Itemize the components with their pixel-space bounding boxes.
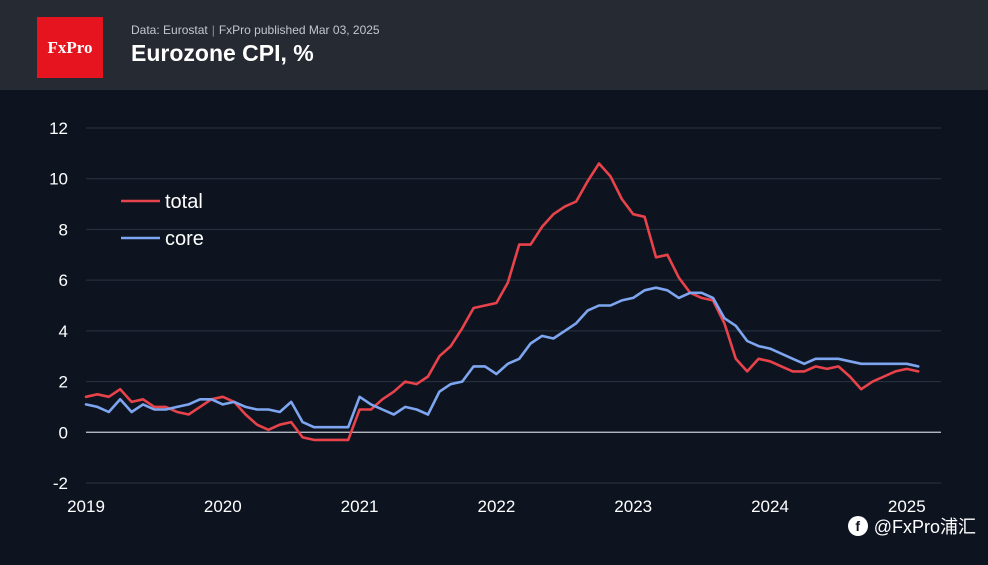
x-tick-label: 2019 [67,497,105,516]
x-tick-label: 2022 [477,497,515,516]
y-tick-label: 4 [59,322,68,341]
y-tick-label: -2 [53,474,68,493]
x-tick-label: 2023 [614,497,652,516]
watermark: f @FxPro浦汇 [847,513,976,539]
y-tick-label: 8 [59,220,68,239]
chart-title: Eurozone CPI, % [131,40,314,66]
fxpro-logo: FxPro [37,17,103,78]
series-line-total [84,162,920,442]
header-bar: FxPro Data: Eurostat | FxPro published Mar… [0,0,988,90]
cpi-line-chart: -2 0 2 4 6 8 10 12 2019 2020 2021 2022 2023 2024 2025 t… [49,119,941,516]
legend-label-core: core [165,228,204,250]
data-source: Data: Eurostat [131,23,208,37]
y-tick-label: 10 [49,170,68,189]
logo-text: FxPro [47,37,93,57]
series-line-core [84,286,920,429]
y-tick-label: 2 [59,373,68,392]
y-tick-label: 6 [59,271,68,290]
x-tick-label: 2025 [888,497,926,516]
y-tick-label: 12 [49,119,68,138]
social-icon: f [847,516,868,536]
published-date: FxPro published Mar 03, 2025 [218,23,380,37]
x-tick-label: 2021 [341,497,379,516]
source-line: Data: Eurostat | FxPro published Mar 03, 2… [131,23,380,37]
legend-label-total: total [165,191,203,213]
source-separator: | [211,23,215,37]
chart-area: -2 0 2 4 6 8 10 12 2019 2020 2021 2022 2023 2024 2025 t… [0,90,988,565]
x-tick-label: 2020 [204,497,242,516]
watermark-text: @FxPro浦汇 [873,517,976,537]
y-tick-label: 0 [59,423,68,442]
x-tick-label: 2024 [751,497,789,516]
